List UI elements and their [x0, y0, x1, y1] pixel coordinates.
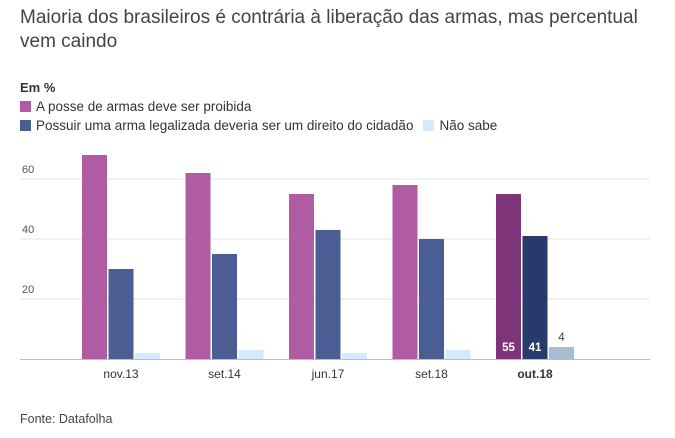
x-tick-label-set-18: set.18	[415, 367, 448, 381]
bar-direito-jun-17	[315, 230, 341, 359]
bar-direito-out-18	[522, 236, 548, 359]
legend-swatch-proibida	[20, 101, 31, 112]
chart-subtitle: Em %	[20, 80, 56, 95]
x-tick-label-jun-17: jun.17	[311, 367, 345, 381]
legend-item-direito: Possuir uma arma legalizada deveria ser …	[20, 116, 413, 135]
legend-label-direito: Possuir uma arma legalizada deveria ser …	[36, 118, 414, 133]
y-tick-label-40: 40	[22, 224, 34, 236]
bar-nao-sabe-set-14	[238, 350, 264, 359]
bar-chart: 20 40 60 nov.13 set.14 jun.17 set.18 55 41 4 out.1…	[20, 155, 650, 381]
legend-swatch-direito	[20, 120, 31, 131]
bar-direito-set-14	[212, 254, 237, 359]
legend-item-proibida: A posse de armas deve ser proibida	[20, 97, 251, 116]
bar-nao-sabe-nov-13	[135, 353, 160, 359]
legend-label-proibida: A posse de armas deve ser proibida	[36, 99, 252, 114]
legend-label-nao-sabe: Não sabe	[439, 118, 498, 133]
y-tick-label-20: 20	[22, 284, 34, 296]
legend-swatch-nao-sabe	[423, 120, 435, 131]
bar-nao-sabe-jun-17	[342, 353, 367, 359]
data-label-direito-out-18: 41	[529, 342, 542, 354]
x-tick-label-out-18: out.18	[517, 367, 553, 381]
bar-proibida-set-14	[185, 173, 211, 359]
x-tick-label-set-14: set.14	[208, 367, 241, 381]
legend-item-nao-sabe: Não sabe	[423, 116, 497, 135]
chart-title: Maioria dos brasileiros é contrária à li…	[20, 7, 638, 52]
y-tick-label-60: 60	[22, 164, 34, 176]
bar-proibida-jun-17	[289, 194, 314, 359]
bar-nao-sabe-set-18	[445, 350, 471, 359]
source-note: Fonte: Datafolha	[20, 412, 113, 426]
bar-proibida-nov-13	[82, 155, 107, 359]
bar-nao-sabe-out-18	[549, 347, 574, 359]
bar-proibida-out-18	[496, 194, 521, 359]
bar-proibida-set-18	[392, 185, 418, 359]
data-label-nao-sabe-out-18: 4	[558, 332, 565, 344]
legend: A posse de armas deve ser proibida Possu…	[20, 97, 660, 135]
bar-direito-nov-13	[108, 269, 134, 359]
data-label-proibida-out-18: 55	[502, 342, 515, 354]
bar-direito-set-18	[419, 239, 444, 359]
x-tick-label-nov-13: nov.13	[103, 367, 138, 381]
